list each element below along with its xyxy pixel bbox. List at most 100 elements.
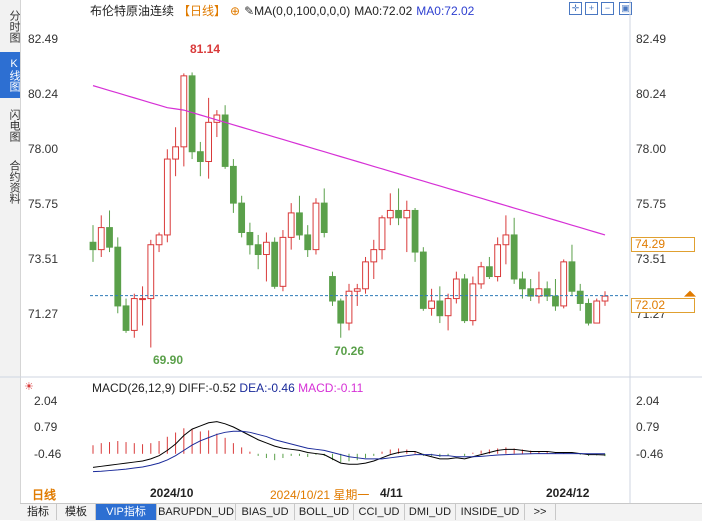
- tab-vip-indicators[interactable]: VIP指标: [96, 504, 157, 520]
- candle-body[interactable]: [370, 249, 378, 263]
- candle-body[interactable]: [337, 300, 345, 324]
- time-period-label[interactable]: 日线: [32, 488, 57, 502]
- candle-body[interactable]: [106, 227, 113, 248]
- candle-body[interactable]: [452, 278, 460, 300]
- candle-body[interactable]: [345, 290, 353, 324]
- tab-kline[interactable]: K线图: [0, 52, 20, 98]
- tab-contract-info[interactable]: 合约资料: [8, 160, 20, 204]
- candle-body[interactable]: [271, 241, 279, 287]
- bottom-indicator-tabs: 指标 模板 VIP指标 BARUPDN_UD BIAS_UD BOLL_UD C…: [20, 503, 702, 521]
- candle-body[interactable]: [502, 234, 510, 246]
- tab-barupdn[interactable]: BARUPDN_UD: [157, 504, 236, 520]
- candle-body[interactable]: [246, 231, 254, 246]
- candle-body[interactable]: [89, 241, 97, 251]
- candle-body[interactable]: [568, 261, 576, 292]
- zoom-in-icon[interactable]: +: [585, 2, 598, 15]
- candle-body[interactable]: [527, 288, 535, 297]
- macd-tick-left: 0.79: [34, 420, 58, 435]
- candle-body[interactable]: [254, 244, 262, 256]
- tab-intraday[interactable]: 分时图: [8, 9, 20, 43]
- candle-body[interactable]: [477, 266, 485, 285]
- high-annotation: 81.14: [190, 42, 221, 56]
- candle-body[interactable]: [428, 300, 435, 309]
- price-tick-right: 80.24: [636, 87, 667, 102]
- settings-icon[interactable]: ⊕: [230, 4, 241, 18]
- candle-body[interactable]: [403, 209, 411, 219]
- candle-body[interactable]: [130, 298, 138, 331]
- chart-title-bar: 布伦特原油连续 【日线】 ⊕ ✎MA(0,0,100,0,0,0) MA0:72.02 M…: [90, 2, 478, 20]
- candle-body[interactable]: [238, 202, 246, 233]
- macd-settings-icon[interactable]: ☀: [24, 381, 34, 393]
- candle-body[interactable]: [494, 244, 502, 278]
- candle-body[interactable]: [353, 288, 361, 292]
- candle-body[interactable]: [172, 146, 179, 160]
- ma-params: MA(0,0,100,0,0,0): [254, 4, 351, 18]
- price-tick-right: 75.75: [636, 197, 667, 212]
- candle-body[interactable]: [411, 209, 419, 253]
- macd-value: MACD:-0.11: [298, 381, 364, 395]
- tab-more[interactable]: >>: [525, 504, 556, 520]
- macd-group: [92, 428, 606, 463]
- candle-body[interactable]: [593, 300, 601, 324]
- candle-body[interactable]: [543, 288, 551, 297]
- tab-indicators[interactable]: 指标: [20, 504, 57, 520]
- candle-body[interactable]: [601, 295, 609, 302]
- candle-body[interactable]: [419, 251, 427, 309]
- tab-lightning[interactable]: 闪电图: [8, 108, 20, 142]
- candle-body[interactable]: [147, 244, 155, 300]
- ma0-value-colored: MA0:72.02: [416, 4, 475, 18]
- tab-boll[interactable]: BOLL_UD: [295, 504, 354, 520]
- tab-cci[interactable]: CCI_UD: [354, 504, 405, 520]
- candle-body[interactable]: [535, 288, 543, 297]
- period-label[interactable]: 【日线】: [178, 4, 227, 18]
- candle-body[interactable]: [263, 241, 270, 256]
- candle-body[interactable]: [485, 266, 493, 278]
- candle-body[interactable]: [296, 212, 303, 236]
- candle-body[interactable]: [510, 234, 518, 280]
- candle-body[interactable]: [585, 302, 592, 324]
- candle-body[interactable]: [320, 202, 328, 233]
- ma-line: [92, 85, 606, 236]
- edit-icon[interactable]: ✎: [244, 4, 255, 18]
- low-annotation: 69.90: [153, 353, 184, 367]
- candle-body[interactable]: [378, 217, 386, 251]
- price-tick-right: 78.00: [636, 142, 667, 157]
- candle-body[interactable]: [329, 276, 336, 302]
- candle-body[interactable]: [287, 212, 295, 238]
- candle-body[interactable]: [395, 209, 402, 219]
- candle-body[interactable]: [461, 278, 469, 322]
- candle-body[interactable]: [362, 261, 369, 290]
- dea-line: [92, 430, 605, 473]
- candle-body[interactable]: [386, 209, 394, 219]
- fullscreen-icon[interactable]: ▣: [619, 2, 632, 15]
- candle-body[interactable]: [205, 121, 213, 163]
- candle-body[interactable]: [519, 278, 526, 290]
- candle-body[interactable]: [304, 234, 312, 251]
- crosshair-icon[interactable]: ✛: [569, 2, 582, 15]
- candle-body[interactable]: [155, 234, 163, 246]
- candle-body[interactable]: [560, 261, 568, 307]
- candle-body[interactable]: [163, 158, 171, 236]
- candle-body[interactable]: [436, 300, 444, 317]
- candle-body[interactable]: [279, 236, 287, 287]
- candle-body[interactable]: [196, 151, 204, 163]
- candle-body[interactable]: [444, 298, 452, 317]
- candle-body[interactable]: [312, 202, 320, 251]
- zoom-out-icon[interactable]: −: [601, 2, 614, 15]
- candle-body[interactable]: [114, 246, 122, 307]
- tab-bias[interactable]: BIAS_UD: [236, 504, 295, 520]
- candle-body[interactable]: [552, 295, 559, 307]
- candle-body[interactable]: [97, 227, 105, 251]
- candle-body[interactable]: [139, 298, 146, 301]
- candle-body[interactable]: [122, 305, 130, 331]
- tab-inside[interactable]: INSIDE_UD: [456, 504, 525, 520]
- macd-params: MACD(26,12,9): [92, 381, 176, 395]
- price-tick-right: 82.49: [636, 32, 667, 47]
- candle-body[interactable]: [576, 290, 584, 304]
- tab-templates[interactable]: 模板: [57, 504, 96, 520]
- candle-body[interactable]: [229, 165, 237, 204]
- tab-dmi[interactable]: DMI_UD: [405, 504, 456, 520]
- candle-body[interactable]: [221, 114, 229, 167]
- candle-body[interactable]: [469, 283, 477, 322]
